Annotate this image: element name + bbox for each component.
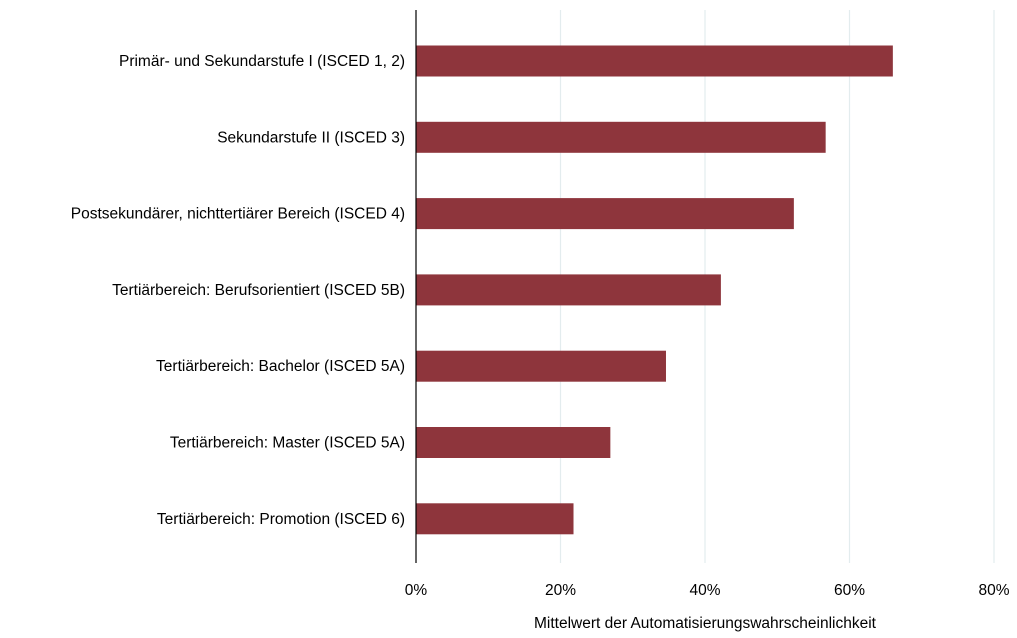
- bar: [416, 427, 611, 458]
- category-label: Tertiärbereich: Promotion (ISCED 6): [157, 511, 405, 528]
- bar: [416, 274, 721, 306]
- bar: [416, 45, 893, 77]
- bar: [416, 121, 826, 153]
- category-label: Primär- und Sekundarstufe I (ISCED 1, 2): [119, 53, 405, 70]
- x-tick-label: 0%: [405, 582, 428, 599]
- category-labels: Primär- und Sekundarstufe I (ISCED 1, 2)…: [71, 53, 405, 528]
- category-label: Postsekundärer, nichttertiärer Bereich (…: [71, 206, 405, 223]
- bars: [416, 45, 893, 535]
- x-axis-ticks: 0% 20% 40% 60% 80%: [405, 582, 1010, 599]
- x-tick-label: 40%: [689, 582, 720, 599]
- x-tick-label: 80%: [978, 582, 1009, 599]
- category-label: Tertiärbereich: Bachelor (ISCED 5A): [156, 358, 405, 375]
- x-axis-title: Mittelwert der Automatisierungswahrschei…: [534, 615, 877, 632]
- bar: [416, 198, 794, 230]
- bar: [416, 503, 574, 535]
- category-label: Tertiärbereich: Berufsorientiert (ISCED …: [112, 282, 405, 299]
- category-label: Sekundarstufe II (ISCED 3): [217, 129, 405, 146]
- category-label: Tertiärbereich: Master (ISCED 5A): [170, 435, 405, 452]
- x-tick-label: 60%: [834, 582, 865, 599]
- x-tick-label: 20%: [545, 582, 576, 599]
- bar: [416, 350, 666, 382]
